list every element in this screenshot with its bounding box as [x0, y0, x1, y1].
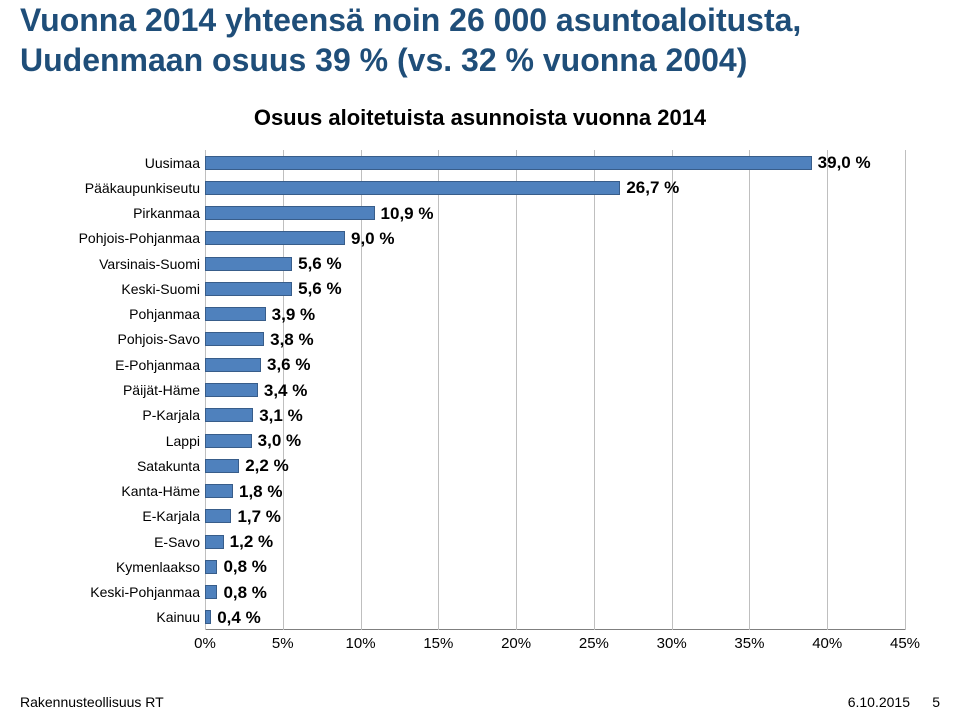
value-label: 9,0 %: [351, 230, 394, 247]
category-label: Varsinais-Suomi: [99, 257, 200, 271]
bar: [205, 156, 812, 170]
category-label: Kymenlaakso: [116, 560, 200, 574]
value-label: 26,7 %: [626, 179, 679, 196]
category-label: Pohjanmaa: [129, 307, 200, 321]
bar: [205, 610, 211, 624]
bar: [205, 535, 224, 549]
x-tick-label: 40%: [812, 635, 842, 652]
slide: Vuonna 2014 yhteensä noin 26 000 asuntoa…: [0, 0, 960, 722]
category-label: E-Pohjanmaa: [115, 358, 200, 372]
category-label: Satakunta: [137, 459, 200, 473]
bar: [205, 459, 239, 473]
category-label: E-Karjala: [142, 509, 200, 523]
category-label: Kainuu: [156, 610, 200, 624]
category-label: Pohjois-Savo: [118, 332, 201, 346]
category-label: Lappi: [166, 434, 200, 448]
category-label: Pohjois-Pohjanmaa: [79, 231, 200, 245]
grid-line: [749, 150, 750, 630]
x-tick-label: 0%: [194, 635, 216, 652]
value-label: 3,9 %: [272, 306, 315, 323]
plot-area: [205, 150, 905, 630]
value-label: 0,4 %: [217, 609, 260, 626]
value-label: 3,1 %: [259, 407, 302, 424]
category-label: Pääkaupunkiseutu: [85, 181, 200, 195]
bar: [205, 509, 231, 523]
value-label: 5,6 %: [298, 280, 341, 297]
bar: [205, 231, 345, 245]
value-label: 3,8 %: [270, 331, 313, 348]
value-label: 39,0 %: [818, 154, 871, 171]
value-label: 1,7 %: [237, 508, 280, 525]
x-axis-line: [205, 629, 905, 630]
chart-title: Osuus aloitetuista asunnoista vuonna 201…: [0, 105, 960, 131]
value-label: 5,6 %: [298, 255, 341, 272]
category-label: Keski-Suomi: [121, 282, 200, 296]
bar: [205, 257, 292, 271]
bar: [205, 408, 253, 422]
bar: [205, 206, 375, 220]
bar: [205, 358, 261, 372]
value-label: 3,0 %: [258, 432, 301, 449]
bar: [205, 282, 292, 296]
footer-date: 6.10.2015: [848, 694, 910, 710]
bar: [205, 484, 233, 498]
grid-line: [827, 150, 828, 630]
grid-line: [905, 150, 906, 630]
title-line-2: Uudenmaan osuus 39 % (vs. 32 % vuonna 20…: [20, 42, 747, 78]
category-label: Uusimaa: [145, 156, 200, 170]
footer-page-number: 5: [932, 694, 940, 710]
bar-chart: 0% 5% 10% 15% 20% 25% 30% 35% 40% 45% Uusimaa 39,0 …: [30, 150, 930, 660]
x-tick-label: 15%: [423, 635, 453, 652]
category-label: Pirkanmaa: [133, 206, 200, 220]
grid-line: [672, 150, 673, 630]
x-tick-label: 20%: [501, 635, 531, 652]
category-label: Kanta-Häme: [121, 484, 200, 498]
grid-line: [361, 150, 362, 630]
bar: [205, 585, 217, 599]
grid-line: [438, 150, 439, 630]
value-label: 1,8 %: [239, 483, 282, 500]
category-label: Päijät-Häme: [123, 383, 200, 397]
value-label: 10,9 %: [381, 205, 434, 222]
category-label: E-Savo: [154, 535, 200, 549]
bar: [205, 307, 266, 321]
x-tick-label: 25%: [579, 635, 609, 652]
category-label: Keski-Pohjanmaa: [90, 585, 200, 599]
value-label: 0,8 %: [223, 584, 266, 601]
bar: [205, 181, 620, 195]
x-tick-label: 5%: [272, 635, 294, 652]
x-tick-label: 45%: [890, 635, 920, 652]
bar: [205, 383, 258, 397]
x-tick-label: 10%: [346, 635, 376, 652]
value-label: 1,2 %: [230, 533, 273, 550]
bar: [205, 332, 264, 346]
bar: [205, 560, 217, 574]
value-label: 2,2 %: [245, 457, 288, 474]
footer-org: Rakennusteollisuus RT: [20, 694, 164, 710]
value-label: 3,4 %: [264, 382, 307, 399]
x-tick-label: 30%: [657, 635, 687, 652]
grid-line: [594, 150, 595, 630]
slide-title: Vuonna 2014 yhteensä noin 26 000 asuntoa…: [20, 0, 940, 80]
value-label: 3,6 %: [267, 356, 310, 373]
bar: [205, 434, 252, 448]
category-label: P-Karjala: [142, 408, 200, 422]
x-tick-label: 35%: [734, 635, 764, 652]
value-label: 0,8 %: [223, 558, 266, 575]
title-line-1: Vuonna 2014 yhteensä noin 26 000 asuntoa…: [20, 2, 801, 38]
grid-line: [516, 150, 517, 630]
